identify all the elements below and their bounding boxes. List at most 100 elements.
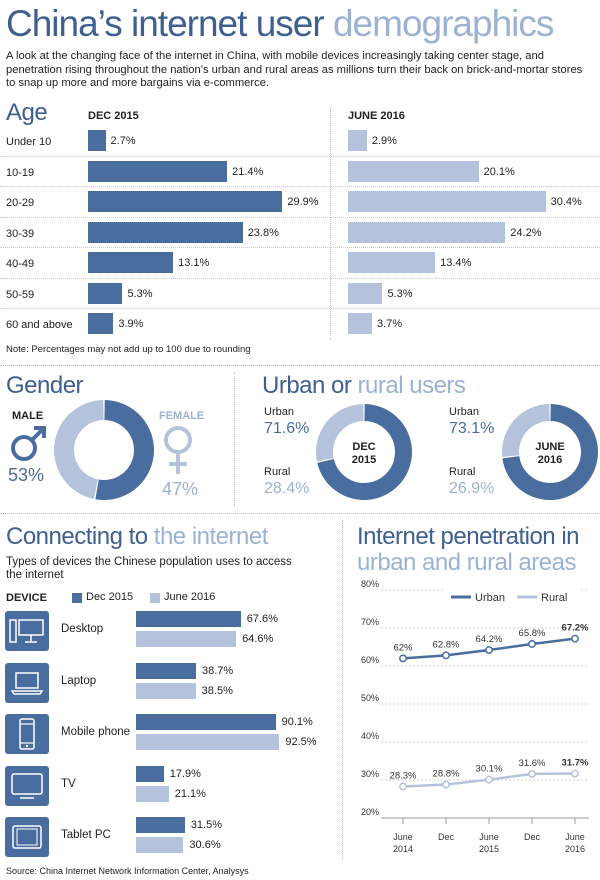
- mobile-phone-icon: [19, 718, 35, 750]
- ur-left-rural-label: Rural: [264, 466, 291, 478]
- ur-right-center-1: JUNE: [535, 441, 564, 453]
- legend-box: [445, 586, 581, 608]
- age-category-label: 30-39: [6, 227, 35, 240]
- male-icon: [11, 426, 46, 461]
- point-rural: [528, 769, 536, 778]
- point-rural: [442, 780, 450, 789]
- value-label-urban: 65.8%: [519, 628, 546, 639]
- age-value-dec-2015: 13.1%: [178, 257, 210, 269]
- desktop-icon: [9, 619, 44, 643]
- legend-swatch-dec: [72, 593, 82, 603]
- devices-divider: [342, 520, 343, 860]
- point-urban: [485, 646, 493, 654]
- device-value-june-2016: 38.5%: [201, 684, 233, 697]
- page-title: China’s internet user demographics: [6, 2, 554, 46]
- gender-divider: [234, 372, 235, 507]
- age-value-dec-2015: 3.9%: [118, 318, 144, 330]
- ur-right-slice-rural: [502, 404, 550, 458]
- female-label: FEMALE: [159, 410, 205, 422]
- device-bar-dec-2015: [136, 765, 164, 782]
- ur-right-urban-value: 73.1%: [449, 420, 495, 437]
- y-tick-label: 30%: [361, 769, 379, 779]
- age-bar-dec-2015: [88, 191, 283, 212]
- point-rural: [485, 775, 493, 784]
- value-label-rural: 31.7%: [562, 758, 589, 769]
- age-bar-dec-2015: [88, 160, 228, 182]
- age-col-left: DEC 2015: [88, 110, 139, 122]
- ur-right-donut: JUNE 2016: [502, 404, 598, 500]
- age-note: Note: Percentages may not add up to 100 …: [6, 344, 251, 355]
- age-bar-dec-2015: [88, 313, 114, 334]
- device-icon-box: [5, 765, 49, 806]
- intro-text: A look at the changing face of the inter…: [6, 50, 583, 89]
- device-value-dec-2015: 17.9%: [169, 767, 201, 780]
- device-value-june-2016: 30.6%: [189, 839, 221, 851]
- age-bar-june-2016: [348, 313, 373, 334]
- age-divider: [330, 108, 331, 340]
- device-bar-june-2016: [136, 682, 196, 699]
- y-tick-label: 60%: [361, 655, 379, 665]
- device-header: DEVICE: [6, 592, 47, 604]
- point-urban: [399, 654, 407, 663]
- device-bar-june-2016: [136, 837, 184, 853]
- age-value-june-2016: 3.7%: [377, 318, 403, 330]
- x-tick-label: June: [393, 832, 413, 842]
- value-label-rural: 28.3%: [390, 770, 417, 781]
- legend-june: June 2016: [164, 591, 216, 603]
- device-name: TV: [61, 777, 76, 790]
- tv-icon: [11, 772, 43, 799]
- age-value-june-2016: 13.4%: [440, 257, 472, 269]
- age-value-dec-2015: 29.9%: [287, 196, 319, 208]
- point-rural: [399, 782, 407, 791]
- x-tick-label: 2016: [565, 844, 585, 854]
- ur-right-urban-label: Urban: [449, 406, 479, 418]
- gender-title: Gender: [6, 372, 84, 399]
- source-note: Source: China Internet Network Informati…: [6, 866, 249, 876]
- devices-title: Connecting to the internet: [6, 523, 268, 550]
- age-value-dec-2015: 21.4%: [232, 165, 264, 178]
- device-value-dec-2015: 90.1%: [281, 716, 313, 728]
- value-label-rural: 30.1%: [476, 764, 503, 775]
- device-value-june-2016: 92.5%: [285, 736, 317, 748]
- devices-subtitle: Types of devices the Chinese population …: [6, 556, 292, 581]
- penetration-title-2: urban and rural areas: [357, 549, 576, 576]
- age-category-label: 20-29: [6, 197, 35, 209]
- device-bar-june-2016: [136, 785, 169, 802]
- value-label-urban: 67.2%: [562, 623, 589, 634]
- device-bar-dec-2015: [136, 817, 185, 833]
- age-category-label: 40-49: [6, 258, 35, 270]
- age-value-dec-2015: 23.8%: [247, 226, 279, 239]
- device-value-dec-2015: 67.6%: [246, 613, 278, 625]
- male-value: 53%: [8, 465, 45, 485]
- y-tick-label: 40%: [361, 731, 379, 741]
- age-row-divider: [0, 247, 600, 248]
- value-label-rural: 31.6%: [519, 758, 546, 769]
- age-bar-june-2016: [348, 160, 479, 182]
- y-tick-label: 20%: [361, 807, 379, 817]
- ur-right-rural-label: Rural: [449, 466, 476, 478]
- device-icon-box: [5, 662, 49, 703]
- urban-rural-title: Urban or rural users: [262, 372, 466, 399]
- age-category-label: Under 10: [6, 136, 52, 148]
- x-tick-label: Dec: [438, 832, 455, 842]
- age-bar-dec-2015: [88, 221, 243, 243]
- ur-left-donut: DEC 2015: [316, 404, 412, 500]
- age-row-divider: [0, 216, 600, 218]
- penetration-title-1: Internet penetration in: [357, 523, 580, 550]
- title-light: demographics: [332, 3, 554, 44]
- female-icon: [164, 426, 192, 474]
- ur-left-rural-value: 28.4%: [264, 480, 310, 497]
- device-value-june-2016: 64.6%: [242, 633, 274, 645]
- ur-left-center-1: DEC: [352, 441, 375, 453]
- y-tick-label: 70%: [361, 617, 379, 627]
- age-value-june-2016: 2.9%: [371, 135, 397, 147]
- value-label-urban: 62%: [393, 642, 413, 653]
- age-bar-june-2016: [348, 130, 367, 151]
- device-bar-june-2016: [136, 734, 280, 750]
- age-category-label: 10-19: [6, 166, 35, 179]
- age-value-june-2016: 5.3%: [387, 287, 413, 300]
- ur-left-urban-label: Urban: [264, 406, 294, 418]
- age-bar-dec-2015: [88, 130, 106, 151]
- device-name: Desktop: [61, 623, 104, 635]
- device-name: Mobile phone: [61, 726, 131, 738]
